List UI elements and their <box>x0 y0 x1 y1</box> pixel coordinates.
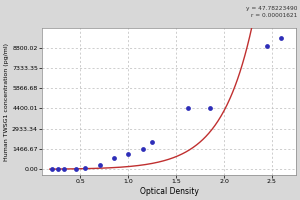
Text: y = 47.78223490
r = 0.00001621: y = 47.78223490 r = 0.00001621 <box>245 6 297 18</box>
Point <box>140 147 145 151</box>
Point <box>185 107 190 110</box>
Point <box>126 153 131 156</box>
Point <box>97 164 102 167</box>
Point <box>150 140 154 143</box>
X-axis label: Optical Density: Optical Density <box>140 187 198 196</box>
Point <box>83 166 88 170</box>
Point <box>49 168 54 171</box>
Point <box>279 36 284 39</box>
Point <box>265 45 269 48</box>
Y-axis label: Human TWSG1 concentration (pg/ml): Human TWSG1 concentration (pg/ml) <box>4 43 9 161</box>
Point <box>207 107 212 110</box>
Point <box>73 167 78 170</box>
Point <box>62 168 67 171</box>
Point <box>112 157 116 160</box>
Point <box>56 168 61 171</box>
